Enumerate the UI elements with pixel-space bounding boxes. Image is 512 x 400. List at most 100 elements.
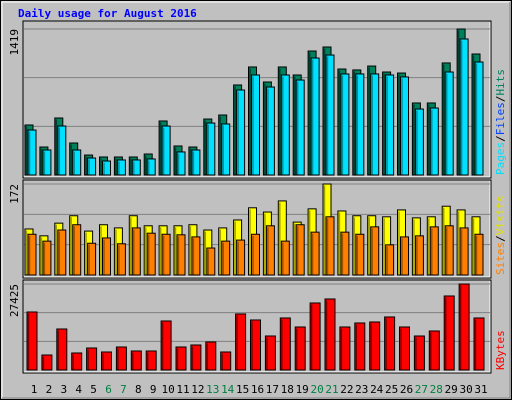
bar <box>369 321 381 371</box>
bar <box>221 123 231 176</box>
bar <box>71 352 83 371</box>
legend-entry: Pages <box>494 142 507 175</box>
x-tick-label: 31 <box>474 383 487 396</box>
bar <box>474 233 484 276</box>
bar <box>235 313 247 371</box>
bar <box>42 240 52 276</box>
x-tick-label: 18 <box>281 383 294 396</box>
x-tick-label: 25 <box>385 383 398 396</box>
bar <box>295 79 305 176</box>
x-tick-label: 7 <box>120 383 127 396</box>
bar <box>444 71 454 176</box>
bar <box>87 157 97 176</box>
bar <box>459 38 469 176</box>
bar <box>191 149 201 176</box>
bar <box>265 225 275 276</box>
bar <box>280 74 290 176</box>
x-tick-label: 10 <box>161 383 174 396</box>
bar <box>146 158 156 176</box>
x-tick-label: 20 <box>310 383 323 396</box>
x-tick-label: 21 <box>325 383 338 396</box>
x-tick-label: 22 <box>340 383 353 396</box>
chart-title: Daily usage for August 2016 <box>18 7 197 20</box>
bar <box>191 236 201 276</box>
bar <box>279 317 291 371</box>
bar <box>205 341 217 371</box>
panel-bevel <box>24 181 491 278</box>
bar <box>384 316 396 371</box>
bar <box>116 243 126 276</box>
x-tick-label: 14 <box>221 383 235 396</box>
bar <box>355 233 365 276</box>
bar <box>206 122 216 176</box>
legend: KBytes <box>494 330 507 370</box>
bar <box>146 232 156 276</box>
bar <box>428 330 440 371</box>
legend-entry: Visits <box>494 196 507 236</box>
bar <box>414 235 424 276</box>
panel-bevel <box>24 281 491 373</box>
x-tick-label: 15 <box>236 383 249 396</box>
bar <box>72 149 82 176</box>
bar <box>443 295 455 371</box>
panel-bevel <box>24 22 491 178</box>
x-tick-label: 17 <box>266 383 279 396</box>
x-tick-label: 5 <box>90 383 97 396</box>
bar <box>400 76 409 176</box>
x-tick-label: 23 <box>355 383 368 396</box>
bar <box>399 326 410 371</box>
bar <box>429 107 439 176</box>
bar <box>56 328 68 371</box>
x-tick-label: 13 <box>206 383 219 396</box>
bar <box>325 54 335 176</box>
legend-entry: Files <box>494 102 507 135</box>
bar <box>42 149 52 176</box>
bar <box>250 319 261 371</box>
x-tick-label: 9 <box>150 383 157 396</box>
bar <box>429 226 439 276</box>
bar <box>251 233 260 276</box>
bar <box>131 227 141 276</box>
bar <box>102 160 111 176</box>
bar <box>206 247 216 276</box>
bar <box>160 320 172 371</box>
legend-separator: / <box>494 235 507 242</box>
bar <box>27 129 37 176</box>
x-tick-label: 4 <box>75 383 82 396</box>
legend-separator: / <box>494 135 507 142</box>
bar <box>72 224 82 276</box>
x-tick-label: 12 <box>191 383 204 396</box>
y-tick-label: 1419 <box>8 29 21 56</box>
bar <box>161 125 171 176</box>
x-tick-label: 3 <box>60 383 67 396</box>
x-tick-label: 8 <box>135 383 142 396</box>
bar <box>57 125 67 176</box>
bar <box>176 151 186 176</box>
x-tick-label: 29 <box>445 383 458 396</box>
bar <box>444 225 454 276</box>
bar <box>26 311 38 371</box>
y-tick-label: 172 <box>8 184 21 204</box>
bar <box>236 89 246 176</box>
x-tick-label: 28 <box>430 383 443 396</box>
bar <box>115 346 127 371</box>
bar <box>102 237 111 276</box>
bar <box>220 351 232 371</box>
legend-entry: Hits <box>494 69 507 96</box>
bar <box>294 326 306 371</box>
bar <box>310 231 320 276</box>
bar <box>355 73 365 176</box>
bar <box>370 73 380 176</box>
bar <box>221 240 231 276</box>
bar <box>458 283 470 371</box>
bar <box>251 74 260 176</box>
bar <box>176 234 186 276</box>
bar <box>27 233 37 276</box>
bar <box>86 347 98 371</box>
bar <box>130 350 142 371</box>
bar <box>459 227 469 276</box>
bar <box>339 326 351 371</box>
x-tick-label: 19 <box>296 383 309 396</box>
